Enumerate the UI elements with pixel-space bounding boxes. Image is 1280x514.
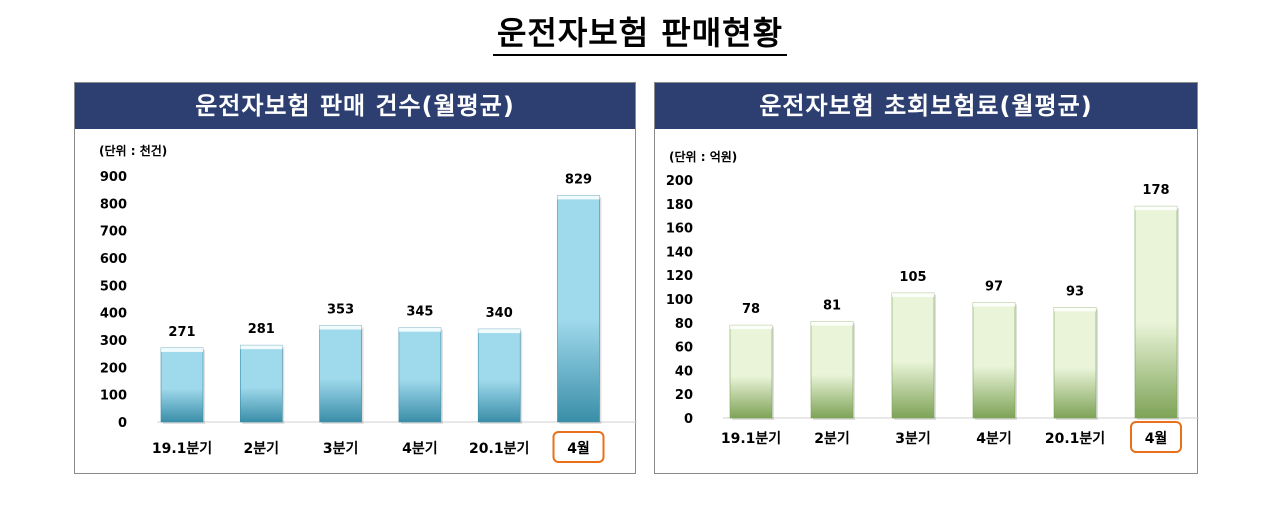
y-tick-label: 0 [118,416,127,431]
bar-cap [319,325,362,330]
category-label: 3분기 [323,441,359,457]
bar-cap [811,321,853,326]
sales-count-chart: (단위 : 천건) 0 100 200 300 400 500 600 700 800 900 271… [99,143,637,463]
bar [810,321,854,419]
bar-cap [398,327,441,332]
y-tick-label: 120 [666,269,693,284]
sales-count-chart-panel: 운전자보험 판매 건수(월평균) (단위 : 천건) 0 100 200 300 400 5… [74,82,637,474]
value-label: 271 [168,325,195,340]
premium-chart-panel: 운전자보험 초회보험료(월평균) (단위 : 억원) 0 20 40 60 80 100 12… [654,82,1199,474]
y-tick-label: 600 [100,252,127,267]
premium-chart: (단위 : 억원) 0 20 40 60 80 100 120 140 160 180 200 78 19… [666,149,1199,453]
category-label: 2분기 [244,441,280,457]
unit-label: (단위 : 억원) [669,149,737,164]
highlight-box [1130,421,1182,453]
bar-cap [240,345,283,350]
bar-cap [730,325,772,330]
y-tick-label: 200 [666,174,693,189]
sales-count-chart-title: 운전자보험 판매 건수(월평균) [75,83,635,129]
bar-cap [478,329,521,334]
y-tick-label: 160 [666,222,693,237]
value-label: 353 [327,303,354,318]
y-tick-label: 140 [666,245,693,260]
premium-chart-title: 운전자보험 초회보험료(월평균) [655,83,1197,129]
category-label: 4분기 [402,441,438,457]
y-tick-label: 700 [100,225,127,240]
y-tick-label: 20 [675,388,693,403]
bar-cap [1135,206,1177,211]
value-label: 97 [985,280,1003,295]
highlight-box [552,431,605,463]
y-tick-label: 0 [684,412,693,427]
y-tick-label: 100 [666,293,693,308]
bar [240,344,283,423]
y-tick-label: 100 [100,389,127,404]
bar-cap [973,302,1015,307]
bar-cap [892,293,934,298]
category-label: 19.1분기 [721,431,781,447]
bar [319,325,362,423]
y-tick-label: 400 [100,307,127,322]
category-label: 3분기 [895,431,931,447]
value-label: 345 [406,305,433,320]
category-label: 20.1분기 [1045,431,1105,447]
y-tick-label: 80 [675,317,693,332]
category-label: 19.1분기 [152,441,212,457]
value-label: 105 [899,270,926,285]
category-label: 4분기 [976,431,1012,447]
bar [557,195,600,423]
bar-cap [557,195,600,200]
value-label: 281 [248,322,275,337]
bar [1134,205,1178,419]
y-tick-label: 60 [675,341,693,356]
bar [972,302,1016,419]
bar [1053,307,1097,419]
y-tick-label: 300 [100,334,127,349]
y-tick-label: 900 [100,170,127,185]
bar [729,324,773,419]
bar-cap [1054,307,1096,312]
value-label: 340 [486,306,513,321]
category-label: 2분기 [814,431,850,447]
y-tick-label: 800 [100,197,127,212]
y-tick-label: 200 [100,361,127,376]
value-label: 81 [823,299,841,314]
y-tick-label: 500 [100,279,127,294]
category-label: 4월 [567,440,590,457]
y-tick-label: 40 [675,364,693,379]
bar [398,327,442,423]
unit-label: (단위 : 천건) [99,143,167,158]
value-label: 178 [1142,183,1169,198]
value-label: 78 [742,302,760,317]
value-label: 829 [565,172,592,187]
y-tick-label: 180 [666,198,693,213]
bar [160,347,204,423]
bar-cap [161,347,203,352]
category-label: 4월 [1145,430,1168,447]
bar [477,328,521,423]
page-title-text: 운전자보험 판매현황 [492,14,788,56]
bar [891,292,935,419]
category-label: 20.1분기 [469,441,529,457]
page-title: 운전자보험 판매현황 [0,8,1280,56]
value-label: 93 [1066,284,1084,299]
